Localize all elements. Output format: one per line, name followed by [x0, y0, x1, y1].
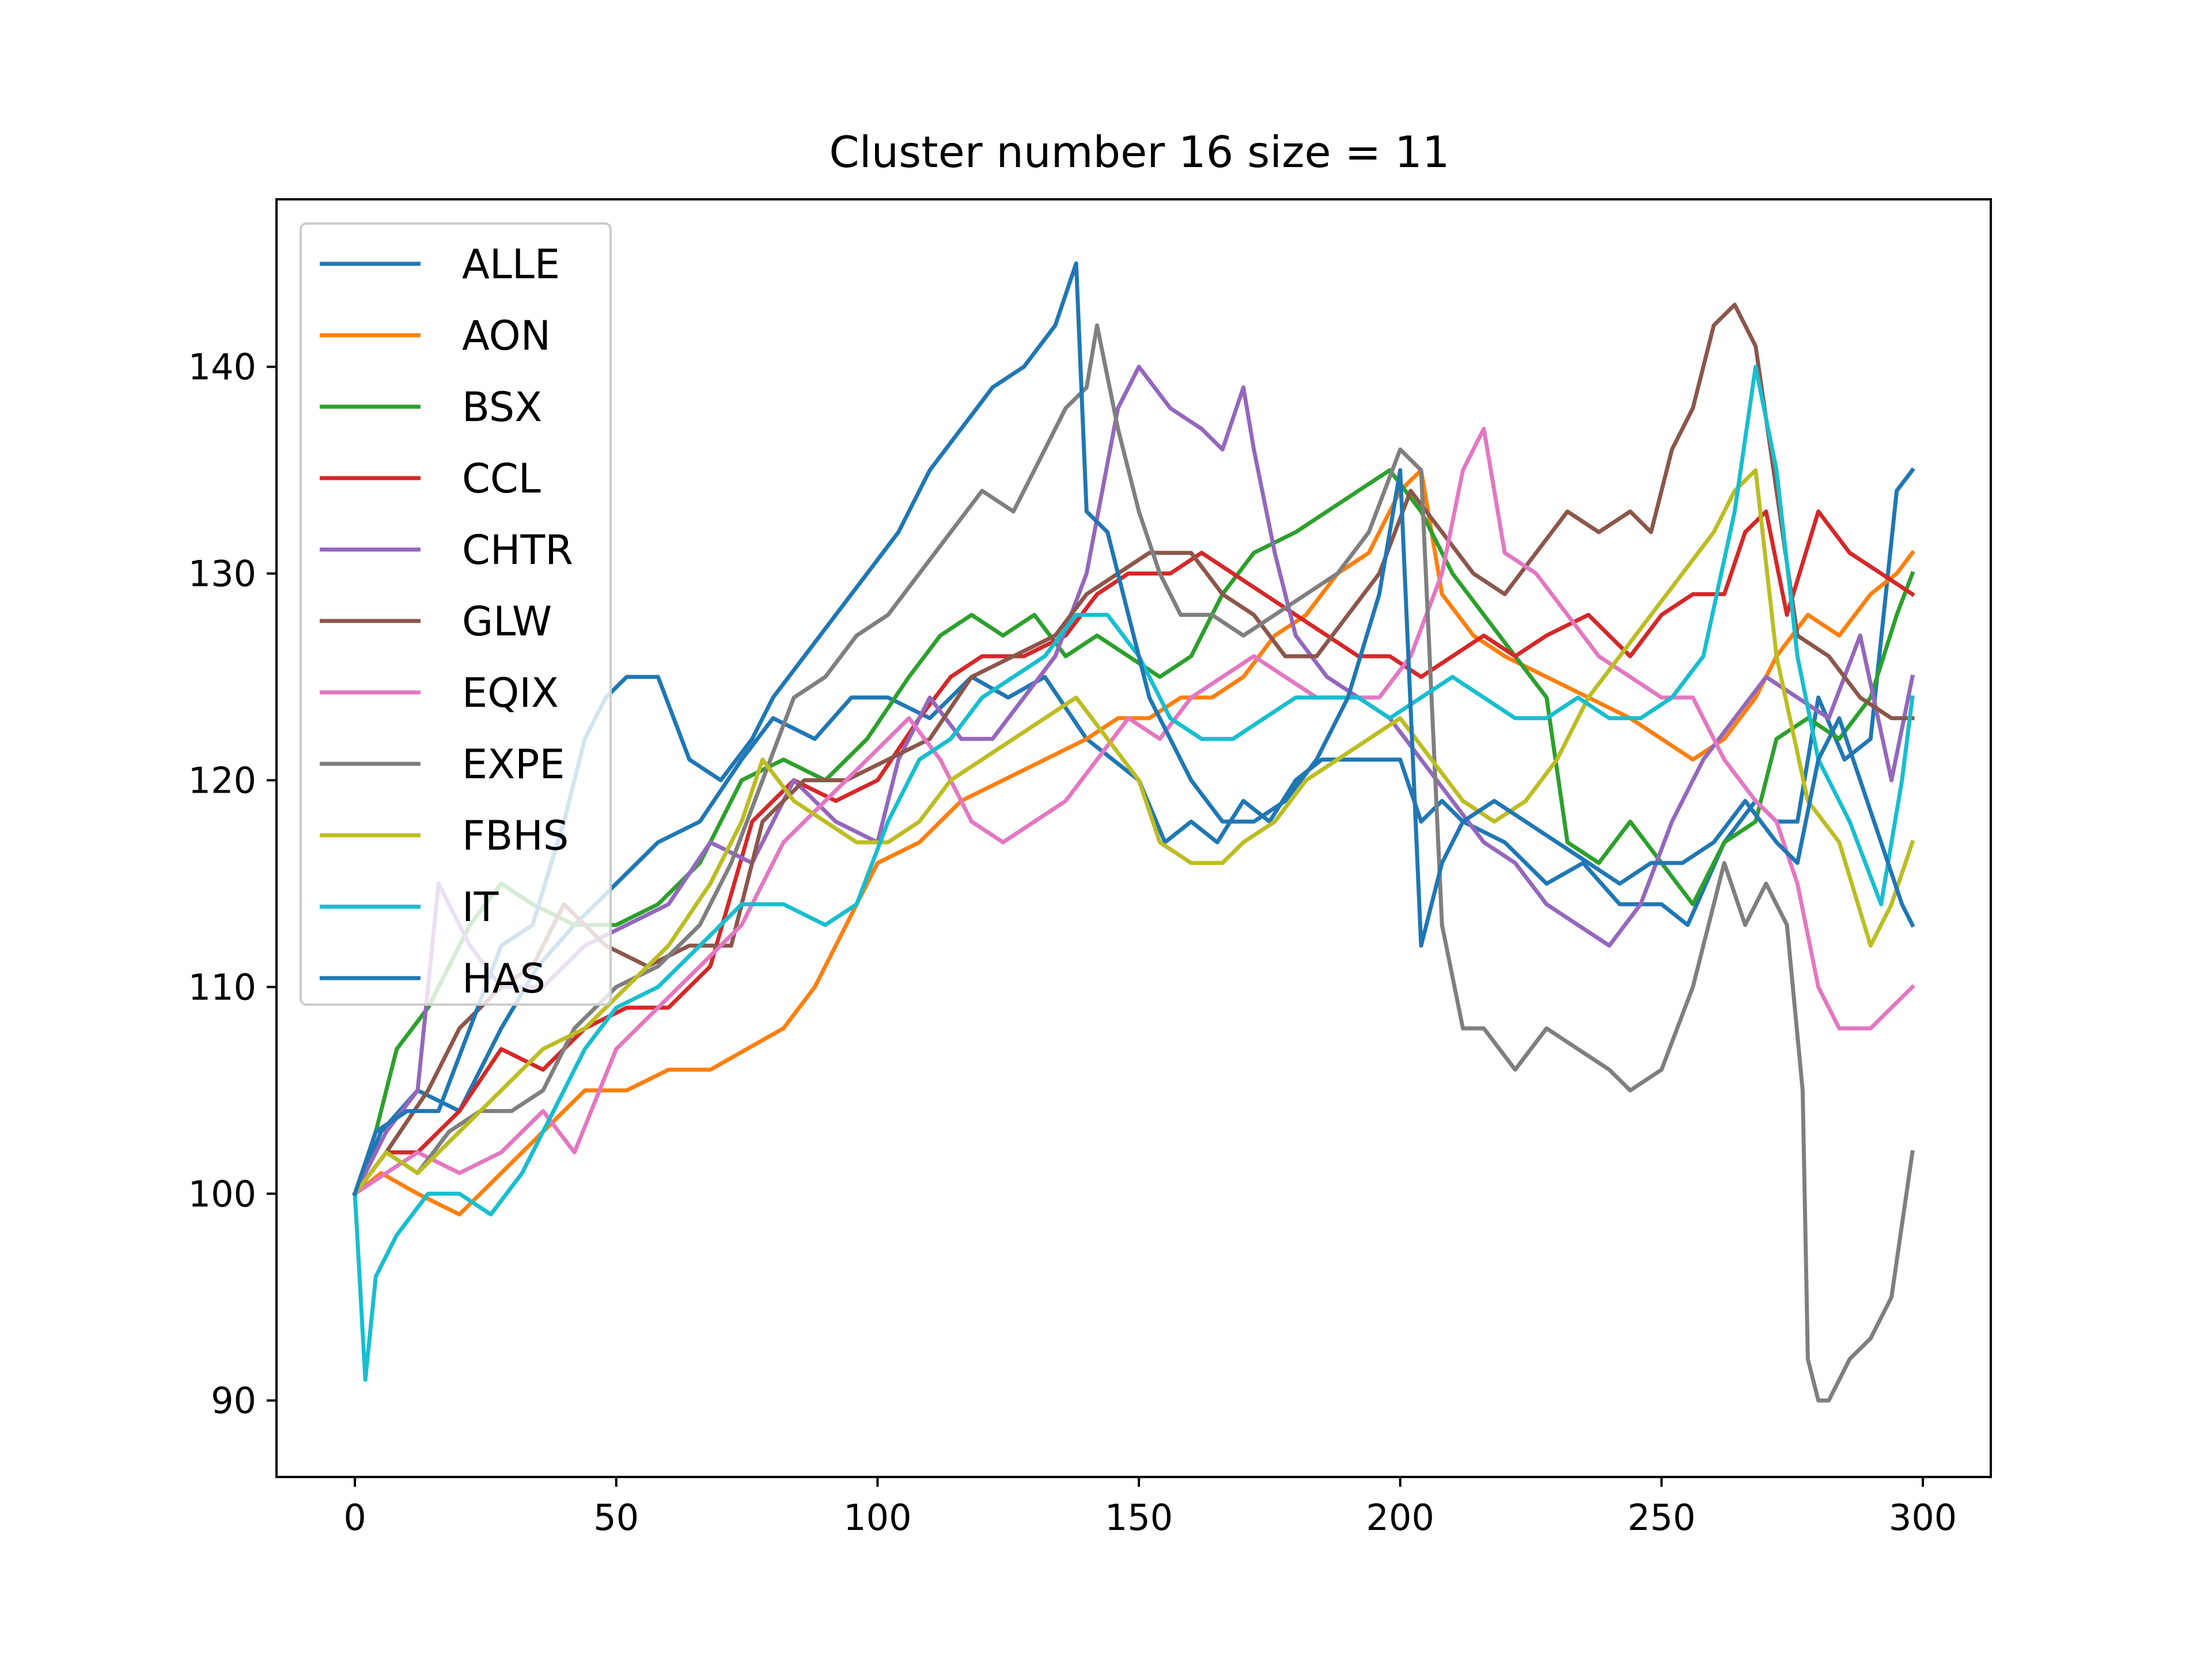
legend-label: GLW [462, 598, 552, 645]
chart-title: Cluster number 16 size = 11 [829, 127, 1449, 177]
legend-box [300, 222, 612, 1006]
legend-label: CCL [462, 455, 541, 502]
y-tick-label: 130 [188, 553, 256, 595]
x-tick-label: 200 [1366, 1497, 1434, 1539]
series-line-bsx [352, 468, 1915, 1196]
x-tick-label: 50 [593, 1497, 639, 1539]
legend-label: BSX [462, 384, 542, 431]
legend-label: CHTR [462, 527, 573, 574]
plot-frame [275, 198, 1992, 1478]
legend-label: EXPE [462, 741, 565, 788]
x-tick-label: 100 [843, 1497, 911, 1539]
series-line-chtr [352, 365, 1915, 1197]
legend-label: EQIX [462, 669, 559, 717]
x-tick-label: 300 [1889, 1497, 1957, 1539]
y-tick-label: 110 [188, 966, 256, 1008]
legend-label: AON [462, 312, 551, 359]
x-axis: 0 50 100 150 200 250 300 [343, 1477, 1957, 1539]
legend-label: FBHS [462, 812, 569, 859]
series-line-fbhs [352, 468, 1915, 1197]
y-axis: 90 100 110 120 130 140 [188, 346, 276, 1422]
series-line-eqix [352, 426, 1915, 1197]
series-line-ccl [352, 509, 1915, 1197]
series-layer [352, 261, 1915, 1403]
legend-label: IT [462, 884, 499, 931]
series-line-it [353, 365, 1915, 1382]
y-tick-label: 90 [211, 1380, 256, 1422]
x-tick-label: 0 [343, 1497, 366, 1539]
x-tick-label: 150 [1105, 1497, 1173, 1539]
legend: ALLE AON BSX CCL CHTR GLW EQIX EXPE FBHS IT HAS [300, 222, 612, 1006]
series-line-aon [352, 468, 1915, 1217]
y-tick-label: 120 [188, 760, 256, 802]
y-tick-label: 140 [188, 346, 256, 388]
series-line-has [352, 261, 1915, 1196]
y-tick-label: 100 [188, 1173, 256, 1215]
x-tick-label: 250 [1627, 1497, 1695, 1539]
legend-label: ALLE [462, 241, 560, 288]
legend-label: HAS [462, 955, 546, 1002]
series-line-expe [352, 323, 1915, 1403]
